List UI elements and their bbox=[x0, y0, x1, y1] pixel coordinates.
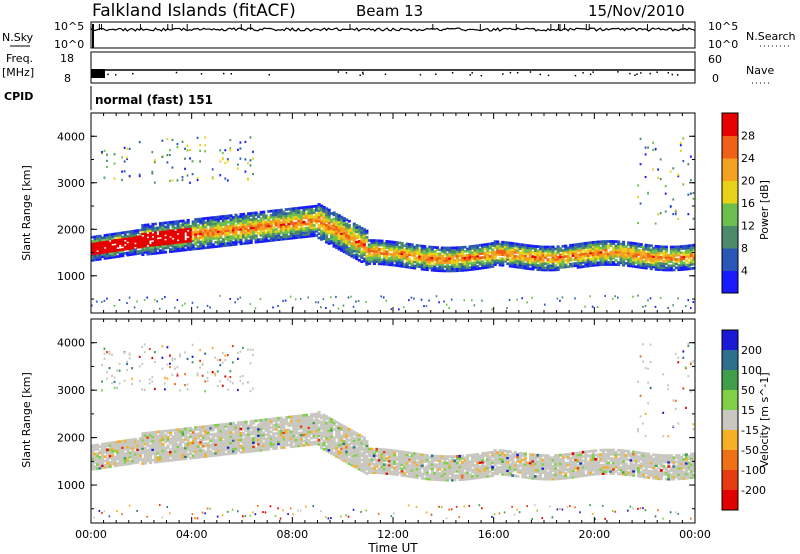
time-tick-label: 00:00 bbox=[679, 528, 711, 541]
nave-label: Nave bbox=[746, 64, 774, 77]
freq-left-tick-top: 18 bbox=[60, 52, 74, 65]
cpid-text: normal (fast) 151 bbox=[95, 93, 213, 107]
colorbar-tick-label: 20 bbox=[741, 175, 755, 188]
range-tick-label: 1000 bbox=[57, 479, 85, 492]
cpid-label: CPID bbox=[4, 90, 33, 103]
colorbar-tick-label: 24 bbox=[741, 152, 755, 165]
colorbar-tick-label: -200 bbox=[741, 484, 766, 497]
cpid-panel: CPID normal (fast) 151 bbox=[4, 86, 213, 110]
date-title: 15/Nov/2010 bbox=[588, 2, 685, 20]
freq-label-top: Freq. bbox=[6, 52, 33, 65]
range-tick-label: 4000 bbox=[57, 337, 85, 350]
range-tick-label: 4000 bbox=[57, 130, 85, 143]
power-ylabel: Slant Range [km] bbox=[20, 165, 33, 261]
power-colorbar-label: Power [dB] bbox=[758, 180, 771, 240]
colorbar-tick-label: 16 bbox=[741, 197, 755, 210]
velocity-colorbar-label: Velocity [m s^-1] bbox=[758, 372, 771, 467]
x-axis-label: Time UT bbox=[367, 541, 418, 554]
nsky-panel: N.Sky 10^5 10^0 10^5 10^0 N.Search bbox=[2, 20, 796, 51]
time-tick-label: 00:00 bbox=[75, 528, 107, 541]
colorbar-tick-label: 15 bbox=[741, 404, 755, 417]
colorbar-tick-label: 4 bbox=[741, 265, 748, 278]
range-tick-label: 3000 bbox=[57, 177, 85, 190]
nave-right-tick-top: 60 bbox=[708, 53, 722, 66]
time-tick-label: 16:00 bbox=[478, 528, 510, 541]
colorbar-tick-label: 50 bbox=[741, 384, 755, 397]
colorbar-tick-label: 28 bbox=[741, 130, 755, 143]
range-tick-label: 2000 bbox=[57, 223, 85, 236]
time-tick-label: 04:00 bbox=[176, 528, 208, 541]
colorbar-tick-label: 100 bbox=[741, 364, 762, 377]
velocity-colorbar: 200 100 50 15 -15 -50 -100 -200 Velocity [m s^-… bbox=[721, 329, 771, 511]
colorbar-tick-label: -15 bbox=[741, 424, 759, 437]
nave-right-tick-bottom: 0 bbox=[712, 72, 719, 85]
range-tick-label: 3000 bbox=[57, 384, 85, 397]
nsky-left-tick-bottom: 10^0 bbox=[54, 38, 84, 51]
freq-label-unit: [MHz] bbox=[2, 66, 34, 79]
colorbar-tick-label: -100 bbox=[741, 464, 766, 477]
nsearch-right-tick-top: 10^5 bbox=[708, 20, 738, 33]
colorbar-tick-label: -50 bbox=[741, 444, 759, 457]
freq-panel: Freq. [MHz] 18 8 60 0 Nave bbox=[2, 51, 774, 85]
colorbar-tick-label: 200 bbox=[741, 344, 762, 357]
freq-left-tick-bottom: 8 bbox=[64, 72, 71, 85]
time-tick-label: 12:00 bbox=[377, 528, 409, 541]
time-tick-label: 08:00 bbox=[276, 528, 308, 541]
station-title: Falkland Islands (fitACF) bbox=[92, 1, 296, 21]
range-tick-label: 1000 bbox=[57, 270, 85, 283]
nsky-left-tick-top: 10^5 bbox=[54, 20, 84, 33]
power-panel: 1000 2000 3000 4000 Slant Range [km] bbox=[20, 112, 696, 314]
nsky-label: N.Sky bbox=[2, 31, 34, 44]
range-tick-label: 2000 bbox=[57, 432, 85, 445]
power-colorbar: 4 8 12 16 20 24 28 Power [dB] bbox=[721, 112, 771, 294]
colorbar-tick-label: 12 bbox=[741, 220, 755, 233]
velocity-panel: 1000 2000 3000 4000 Slant Range [km] bbox=[20, 318, 696, 524]
time-tick-label: 20:00 bbox=[578, 528, 610, 541]
beam-title: Beam 13 bbox=[356, 2, 423, 20]
colorbar-tick-label: 8 bbox=[741, 242, 748, 255]
nsearch-right-tick-bottom: 10^0 bbox=[708, 38, 738, 51]
nsearch-label: N.Search bbox=[746, 30, 796, 43]
velocity-ylabel: Slant Range [km] bbox=[20, 372, 33, 468]
